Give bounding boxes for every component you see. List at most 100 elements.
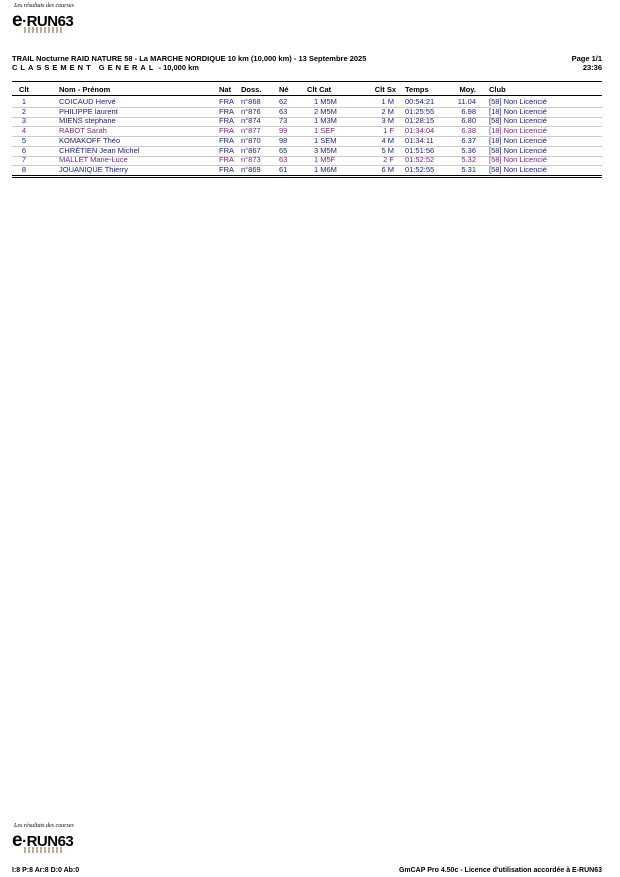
table-row: 3 MIENS stephane FRA n°874 73 1 M3M 3 M 01:28:1… xyxy=(12,116,602,128)
cell-clt: 1 xyxy=(21,97,27,106)
logo-brand: e·RUN63 xyxy=(12,10,74,31)
cell-moy: 6.80 xyxy=(461,116,476,126)
cell-clt: 7 xyxy=(21,155,27,165)
cell-club: [58] Non Licencié xyxy=(489,116,547,126)
cell-ne: 63 xyxy=(279,106,288,116)
column-header: Clt xyxy=(19,85,29,94)
cell-nat: FRA xyxy=(219,135,234,145)
cell-cat: 1 M6M xyxy=(314,164,337,174)
cell-cat: 2 M5M xyxy=(314,106,337,116)
column-header: Clt Cat xyxy=(307,85,332,94)
cell-moy: 6.38 xyxy=(461,126,476,136)
logo-crowd-image xyxy=(24,27,64,33)
cell-clt: 5 xyxy=(21,135,27,145)
cell-name: RABOT Sarah xyxy=(59,126,107,136)
cell-sx: 2 M xyxy=(381,106,394,116)
cell-sx: 1 M xyxy=(381,97,394,106)
cell-clt: 2 xyxy=(21,106,27,116)
cell-name: JOUANIQUE Thierry xyxy=(59,164,129,174)
column-header: Nat xyxy=(219,85,232,94)
cell-doss: n°869 xyxy=(241,164,261,174)
cell-sx: 4 M xyxy=(381,135,394,145)
cell-clt: 6 xyxy=(21,145,27,155)
logo-tagline: Les résultats des courses xyxy=(14,823,74,829)
cell-nat: FRA xyxy=(219,116,234,126)
cell-name: COICAUD Hervé xyxy=(59,97,116,106)
cell-clt: 4 xyxy=(21,126,27,136)
subtitle-spaced: CLASSEMENT GENERAL xyxy=(12,63,157,72)
cell-nat: FRA xyxy=(219,145,234,155)
cell-nat: FRA xyxy=(219,97,234,106)
print-time: 23:36 xyxy=(582,63,602,72)
cell-name: MALLET Marie-Luce xyxy=(59,155,128,165)
cell-nat: FRA xyxy=(219,155,234,165)
divider xyxy=(12,175,602,176)
column-header: Temps xyxy=(405,85,429,94)
column-header: Nom - Prénom xyxy=(59,85,111,94)
cell-ne: 99 xyxy=(279,126,288,136)
divider xyxy=(12,95,602,96)
subtitle-distance: - 10,000 km xyxy=(156,63,199,72)
table-row: 5 KOMAKOFF Théo FRA n°870 98 1 SEM 4 M 01:34:11… xyxy=(12,136,602,147)
table-row: 4 RABOT Sarah FRA n°877 99 1 SEF 1 F 01:34:04 6.… xyxy=(12,126,602,138)
cell-nat: FRA xyxy=(219,126,234,136)
cell-name: CHRÉTIEN Jean Michel xyxy=(59,145,140,155)
cell-doss: n°870 xyxy=(241,135,261,145)
logo-tagline: Les résultats des courses xyxy=(14,3,74,9)
cell-temps: 01:52:55 xyxy=(405,164,435,174)
cell-doss: n°873 xyxy=(241,155,261,165)
cell-temps: 01:34:11 xyxy=(405,135,434,145)
cell-sx: 2 F xyxy=(383,155,394,165)
cell-doss: n°877 xyxy=(241,126,261,136)
cell-temps: 01:34:04 xyxy=(405,126,435,136)
table-header: Clt Nom - Prénom Nat Doss. Né Clt Cat Clt Sx Te… xyxy=(0,85,620,95)
cell-ne: 63 xyxy=(279,155,288,165)
footer-stats: I:8 P:8 Ar:8 D:0 Ab:0 xyxy=(12,867,80,874)
column-header: Moy. xyxy=(459,85,476,94)
cell-nat: FRA xyxy=(219,106,234,116)
cell-club: [18] Non Licencié xyxy=(489,106,547,116)
cell-nat: FRA xyxy=(219,164,234,174)
cell-cat: 1 SEF xyxy=(314,126,335,136)
cell-cat: 1 SEM xyxy=(314,135,337,145)
cell-ne: 73 xyxy=(279,116,288,126)
cell-sx: 1 F xyxy=(383,126,394,136)
ranking-subtitle: CLASSEMENT GENERAL - 10,000 km xyxy=(12,63,199,72)
column-header: Clt Sx xyxy=(374,85,396,94)
cell-doss: n°874 xyxy=(241,116,261,126)
cell-temps: 01:28:15 xyxy=(405,116,435,126)
cell-sx: 5 M xyxy=(381,145,394,155)
table-row: 6 CHRÉTIEN Jean Michel FRA n°867 65 3 M5M 5 M 0… xyxy=(12,146,602,157)
cell-ne: 62 xyxy=(279,97,288,106)
cell-club: [58] Non Licencié xyxy=(489,155,547,165)
cell-ne: 65 xyxy=(279,145,288,155)
logo-bottom: Les résultats des courses e·RUN63 xyxy=(12,823,82,857)
cell-doss: n°876 xyxy=(241,106,261,116)
page-number: Page 1/1 xyxy=(571,54,602,63)
cell-cat: 1 M3M xyxy=(314,116,337,126)
cell-moy: 5.32 xyxy=(461,155,476,165)
column-header: Né xyxy=(279,85,289,94)
cell-cat: 1 M5M xyxy=(314,97,337,106)
cell-temps: 00:54:21 xyxy=(405,97,435,106)
divider xyxy=(12,177,602,178)
cell-doss: n°868 xyxy=(241,97,261,106)
cell-club: [18] Non Licencié xyxy=(489,135,547,145)
column-header: Club xyxy=(489,85,506,94)
cell-sx: 3 M xyxy=(381,116,394,126)
cell-name: PHILIPPE laurent xyxy=(59,106,118,116)
column-header: Doss. xyxy=(241,85,262,94)
footer-license: GmCAP Pro 4.50c - Licence d'utilisation … xyxy=(398,867,602,874)
cell-name: KOMAKOFF Théo xyxy=(59,135,121,145)
cell-club: [18] Non Licencié xyxy=(489,126,547,136)
race-title: TRAIL Nocturne RAID NATURE 58 - La MARCH… xyxy=(12,54,367,63)
cell-club: [58] Non Licencié xyxy=(489,97,547,106)
cell-club: [58] Non Licencié xyxy=(489,145,547,155)
cell-cat: 3 M5M xyxy=(314,145,337,155)
divider xyxy=(12,81,602,82)
cell-clt: 8 xyxy=(21,164,27,174)
cell-moy: 11.04 xyxy=(457,97,476,106)
cell-temps: 01:52:52 xyxy=(405,155,435,165)
table-row: 1 COICAUD Hervé FRA n°868 62 1 M5M 1 M 00:54:21… xyxy=(12,97,602,108)
cell-moy: 5.36 xyxy=(461,145,476,155)
